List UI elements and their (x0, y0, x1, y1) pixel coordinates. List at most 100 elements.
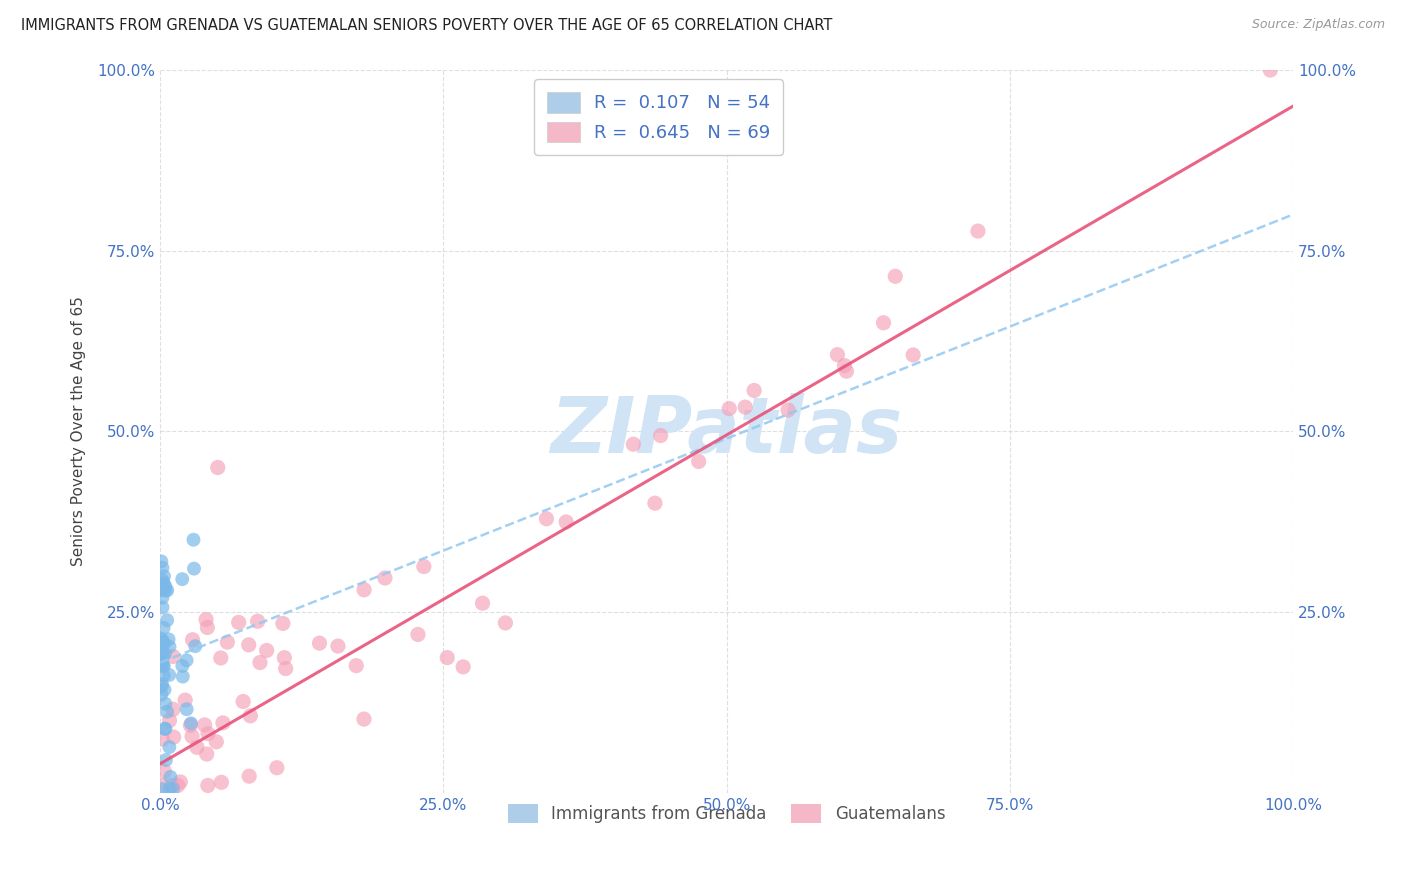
Point (186, 740, 208, 755)
Point (152, 649, 174, 664)
Point (180, 716, 202, 731)
Point (176, 653, 198, 667)
Point (228, 615, 250, 630)
Point (152, 561, 174, 575)
Point (149, 632, 172, 646)
Point (153, 637, 176, 651)
Point (1260, 63, 1282, 78)
Point (150, 677, 173, 691)
Point (152, 600, 174, 615)
Point (742, 384, 765, 398)
Point (179, 718, 201, 732)
Point (194, 718, 217, 732)
Point (166, 779, 188, 793)
Point (153, 722, 176, 736)
Point (149, 636, 172, 650)
Point (353, 582, 375, 597)
Point (238, 769, 260, 783)
Point (644, 496, 666, 510)
Point (406, 627, 429, 641)
Point (152, 779, 174, 793)
Point (209, 775, 232, 789)
Point (155, 583, 177, 598)
Point (153, 764, 176, 779)
Point (169, 775, 191, 789)
Point (163, 730, 186, 744)
Point (471, 596, 494, 610)
Point (436, 650, 458, 665)
Point (157, 739, 180, 754)
Point (197, 779, 219, 793)
Point (152, 582, 174, 597)
Point (156, 705, 179, 719)
Point (901, 348, 924, 362)
Point (205, 735, 228, 749)
Point (326, 639, 349, 653)
Point (157, 632, 180, 647)
Point (152, 658, 174, 673)
Point (181, 729, 204, 743)
Point (155, 722, 177, 736)
Point (152, 574, 174, 588)
Point (246, 615, 269, 629)
Point (172, 670, 194, 684)
Point (621, 437, 644, 451)
Point (150, 579, 173, 593)
Point (872, 316, 894, 330)
Point (152, 634, 174, 648)
Point (150, 554, 173, 568)
Point (555, 515, 578, 529)
Point (162, 649, 184, 664)
Point (266, 761, 288, 775)
Point (150, 679, 173, 693)
Point (734, 400, 756, 414)
Point (536, 512, 558, 526)
Point (353, 712, 375, 726)
Point (217, 635, 239, 649)
Point (181, 632, 204, 647)
Point (150, 782, 173, 797)
Point (162, 782, 184, 797)
Point (155, 579, 177, 593)
Point (172, 572, 194, 586)
Point (183, 561, 205, 575)
Point (150, 646, 173, 660)
Text: IMMIGRANTS FROM GRENADA VS GUATEMALAN SENIORS POVERTY OVER THE AGE OF 65 CORRELA: IMMIGRANTS FROM GRENADA VS GUATEMALAN SE… (21, 18, 832, 33)
Point (207, 460, 229, 475)
Point (273, 650, 295, 665)
Point (183, 533, 205, 547)
Point (159, 640, 181, 654)
Point (172, 659, 194, 673)
Text: ZIPatlas: ZIPatlas (551, 393, 903, 469)
Point (155, 697, 177, 711)
Point (195, 613, 218, 627)
Point (344, 658, 367, 673)
Point (152, 591, 174, 605)
Point (212, 715, 235, 730)
Point (153, 569, 176, 583)
Point (184, 639, 207, 653)
Point (150, 688, 173, 702)
Point (650, 428, 672, 442)
Y-axis label: Seniors Poverty Over the Age of 65: Seniors Poverty Over the Age of 65 (72, 296, 86, 566)
Point (160, 779, 183, 793)
Point (155, 753, 177, 767)
Point (835, 364, 858, 378)
Point (156, 613, 179, 627)
Point (153, 647, 176, 661)
Text: Source: ZipAtlas.com: Source: ZipAtlas.com (1251, 18, 1385, 31)
Point (494, 615, 516, 630)
Point (232, 694, 254, 708)
Point (176, 702, 198, 716)
Point (162, 702, 184, 716)
Point (238, 638, 260, 652)
Point (308, 636, 330, 650)
Point (827, 348, 849, 362)
Point (249, 656, 271, 670)
Point (157, 668, 180, 682)
Point (159, 714, 181, 728)
Point (274, 661, 297, 675)
Point (153, 682, 176, 697)
Point (150, 654, 173, 668)
Point (884, 269, 907, 284)
